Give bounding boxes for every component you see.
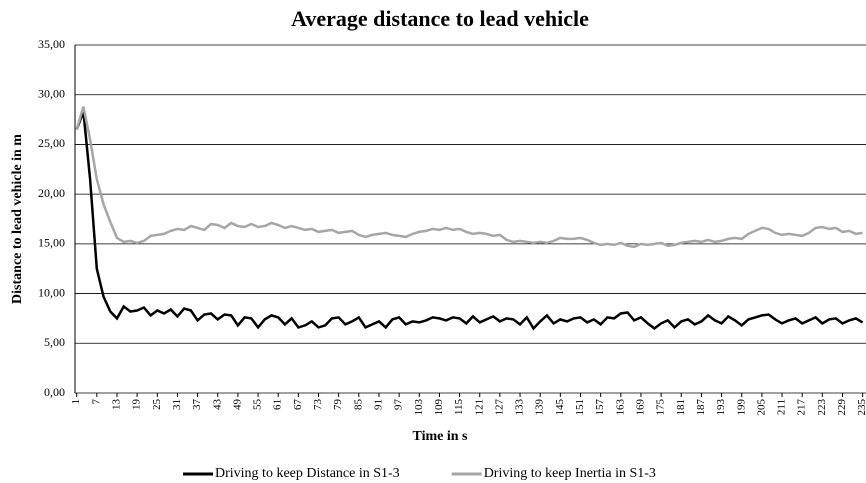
legend-label: Driving to keep Distance in S1-3 xyxy=(215,466,400,481)
y-tick-label: 20,00 xyxy=(38,186,65,200)
x-tick-label: 223 xyxy=(816,399,828,416)
x-tick-label: 43 xyxy=(211,399,223,411)
x-tick-label: 127 xyxy=(493,399,505,416)
x-tick-label: 205 xyxy=(755,399,767,416)
x-tick-label: 31 xyxy=(171,399,183,410)
x-tick-label: 229 xyxy=(836,399,848,416)
legend-label: Driving to keep Inertia in S1-3 xyxy=(484,466,656,481)
x-tick-label: 169 xyxy=(634,399,646,416)
x-tick-label: 85 xyxy=(352,399,364,411)
x-tick-label: 7 xyxy=(90,399,102,405)
y-tick-label: 5,00 xyxy=(44,335,65,349)
y-tick-label: 0,00 xyxy=(44,385,65,399)
x-tick-label: 133 xyxy=(514,399,526,416)
x-tick-label: 211 xyxy=(776,399,788,415)
x-tick-label: 193 xyxy=(715,399,727,416)
x-tick-label: 109 xyxy=(433,399,445,416)
x-tick-label: 91 xyxy=(373,399,385,410)
x-tick-label: 103 xyxy=(413,399,425,416)
x-axis-title: Time in s xyxy=(413,429,469,444)
x-tick-label: 61 xyxy=(272,399,284,410)
x-tick-label: 73 xyxy=(312,399,324,411)
x-tick-label: 79 xyxy=(332,399,344,411)
chart-title: Average distance to lead vehicle xyxy=(291,6,589,31)
x-tick-label: 49 xyxy=(231,399,243,411)
x-tick-label: 145 xyxy=(554,399,566,416)
x-tick-label: 1 xyxy=(70,399,82,405)
x-tick-label: 163 xyxy=(614,399,626,416)
y-axis-title: Distance to lead vehicle in m xyxy=(10,134,25,304)
y-tick-label: 30,00 xyxy=(38,86,65,100)
y-tick-label: 10,00 xyxy=(38,285,65,299)
x-tick-label: 67 xyxy=(292,399,304,411)
x-tick-label: 55 xyxy=(252,399,264,411)
x-tick-label: 157 xyxy=(594,399,606,416)
y-tick-label: 15,00 xyxy=(38,236,65,250)
x-tick-label: 115 xyxy=(453,399,465,416)
x-tick-label: 97 xyxy=(393,399,405,411)
line-series xyxy=(75,106,863,249)
x-tick-label: 121 xyxy=(473,399,485,416)
x-tick-label: 139 xyxy=(534,399,546,416)
x-tick-label: 19 xyxy=(131,399,143,411)
x-tick-label: 199 xyxy=(735,399,747,416)
x-tick-label: 13 xyxy=(111,399,123,411)
x-tick-label: 181 xyxy=(675,399,687,416)
x-tick-label: 217 xyxy=(796,399,808,416)
x-tick-label: 175 xyxy=(655,399,667,416)
x-tick-label: 25 xyxy=(151,399,163,411)
y-tick-label: 25,00 xyxy=(38,136,65,150)
x-tick-label: 187 xyxy=(695,399,707,416)
x-tick-label: 37 xyxy=(191,399,203,411)
x-tick-label: 235 xyxy=(856,399,866,416)
y-tick-label: 35,00 xyxy=(38,37,65,51)
x-tick-label: 151 xyxy=(574,399,586,416)
line-series xyxy=(75,111,864,331)
